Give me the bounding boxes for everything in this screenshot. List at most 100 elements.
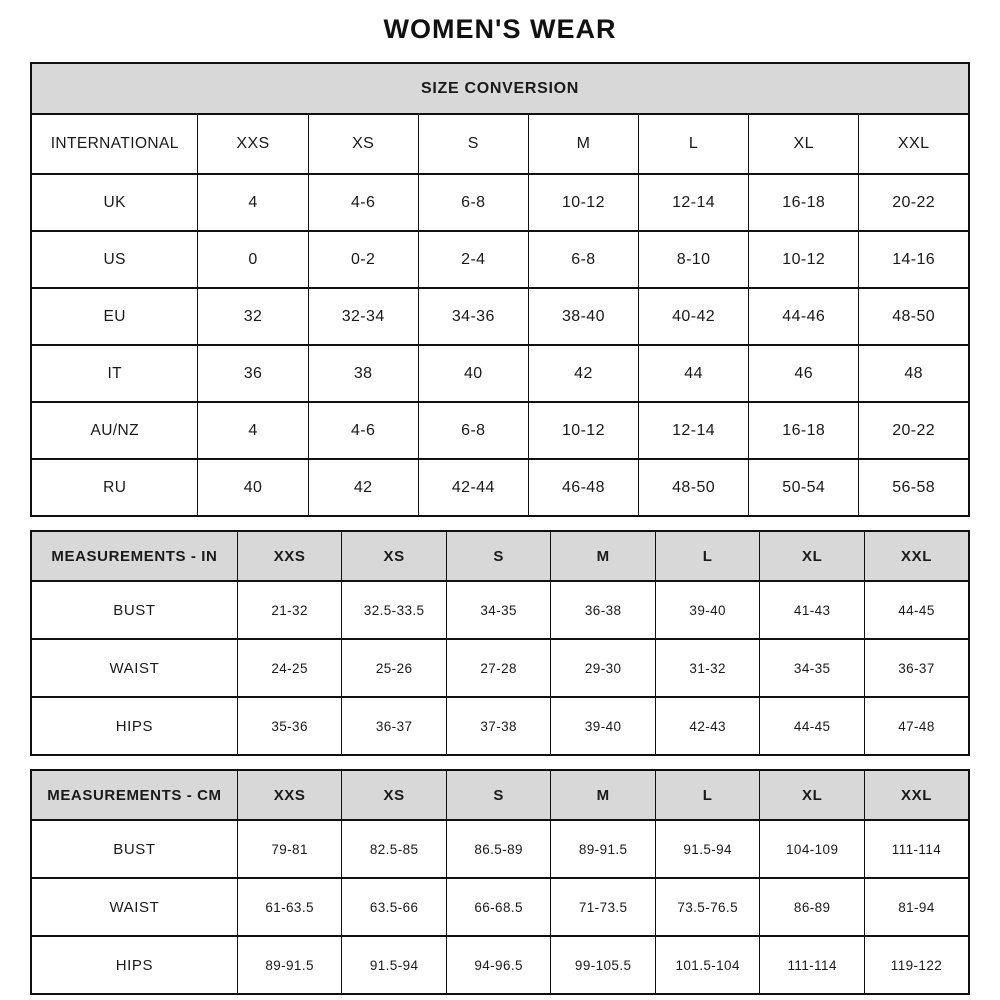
row-label: HIPS: [30, 696, 238, 756]
size-cell: 40: [417, 344, 529, 403]
measure-cell: 42-43: [654, 696, 761, 756]
measure-cell: 71-73.5: [550, 877, 656, 937]
col-header-l: L: [654, 769, 761, 821]
row-label: WAIST: [30, 638, 238, 698]
size-cell: 20-22: [858, 401, 970, 460]
row-label: EU: [30, 287, 199, 346]
size-cell: 0-2: [307, 230, 419, 289]
measure-cell: 81-94: [863, 877, 970, 937]
size-cell: 10-12: [527, 401, 640, 460]
measurements-cm-header: MEASUREMENTS - CM: [30, 769, 238, 821]
measure-cell: 82.5-85: [341, 819, 447, 879]
table-row-waist-cm: WAIST 61-63.5 63.5-66 66-68.5 71-73.5 73…: [30, 877, 970, 937]
col-header-l: L: [638, 113, 750, 175]
size-cell: 32: [197, 287, 309, 346]
size-cell: 42: [527, 344, 640, 403]
page-title: WOMEN'S WEAR: [383, 14, 617, 44]
col-header-s: S: [417, 113, 529, 175]
size-cell: 48-50: [638, 458, 750, 517]
size-cell: 44: [638, 344, 750, 403]
measure-cell: 25-26: [341, 638, 447, 698]
size-cell: 50-54: [748, 458, 860, 517]
measure-cell: 111-114: [863, 819, 970, 879]
measure-cell: 63.5-66: [341, 877, 447, 937]
size-cell: 46-48: [527, 458, 640, 517]
col-header-s: S: [445, 769, 552, 821]
size-cell: 20-22: [858, 173, 970, 232]
measure-cell: 39-40: [654, 580, 761, 640]
col-header-xxl: XXL: [863, 530, 970, 582]
measure-cell: 86-89: [759, 877, 865, 937]
measurements-cm-header-row: MEASUREMENTS - CM XXS XS S M L XL XXL: [30, 769, 970, 821]
size-cell: 48-50: [858, 287, 970, 346]
table-row-hips-cm: HIPS 89-91.5 91.5-94 94-96.5 99-105.5 10…: [30, 935, 970, 995]
col-header-m: M: [550, 769, 656, 821]
row-label: AU/NZ: [30, 401, 199, 460]
measure-cell: 101.5-104: [654, 935, 761, 995]
size-cell: 16-18: [748, 173, 860, 232]
col-header-xs: XS: [341, 769, 447, 821]
row-label: US: [30, 230, 199, 289]
measure-cell: 31-32: [654, 638, 761, 698]
measure-cell: 37-38: [445, 696, 552, 756]
size-cell: 0: [197, 230, 309, 289]
measure-cell: 44-45: [759, 696, 865, 756]
measure-cell: 21-32: [236, 580, 343, 640]
column-header-row: INTERNATIONAL XXS XS S M L XL XXL: [30, 113, 970, 175]
size-cell: 8-10: [638, 230, 750, 289]
col-header-xl: XL: [759, 530, 865, 582]
col-header-xxl: XXL: [858, 113, 970, 175]
size-cell: 10-12: [527, 173, 640, 232]
measure-cell: 91.5-94: [654, 819, 761, 879]
measure-cell: 36-37: [341, 696, 447, 756]
size-cell: 4-6: [307, 173, 419, 232]
col-header-m: M: [527, 113, 640, 175]
table-row-bust-cm: BUST 79-81 82.5-85 86.5-89 89-91.5 91.5-…: [30, 819, 970, 879]
row-label: RU: [30, 458, 199, 517]
table-row-us: US 0 0-2 2-4 6-8 8-10 10-12 14-16: [30, 230, 970, 289]
row-label: BUST: [30, 580, 238, 640]
col-header-m: M: [550, 530, 656, 582]
measure-cell: 89-91.5: [550, 819, 656, 879]
measure-cell: 34-35: [759, 638, 865, 698]
size-cell: 48: [858, 344, 970, 403]
col-header-xs: XS: [307, 113, 419, 175]
measure-cell: 36-38: [550, 580, 656, 640]
table-row-aunz: AU/NZ 4 4-6 6-8 10-12 12-14 16-18 20-22: [30, 401, 970, 460]
size-cell: 56-58: [858, 458, 970, 517]
size-cell: 6-8: [417, 401, 529, 460]
size-cell: 6-8: [417, 173, 529, 232]
table-row-waist-in: WAIST 24-25 25-26 27-28 29-30 31-32 34-3…: [30, 638, 970, 698]
col-header-xxl: XXL: [863, 769, 970, 821]
size-cell: 4-6: [307, 401, 419, 460]
size-cell: 34-36: [417, 287, 529, 346]
measure-cell: 34-35: [445, 580, 552, 640]
table-row-bust-in: BUST 21-32 32.5-33.5 34-35 36-38 39-40 4…: [30, 580, 970, 640]
measure-cell: 86.5-89: [445, 819, 552, 879]
col-header-international: INTERNATIONAL: [30, 113, 199, 175]
size-cell: 16-18: [748, 401, 860, 460]
row-label: IT: [30, 344, 199, 403]
measure-cell: 111-114: [759, 935, 865, 995]
size-cell: 32-34: [307, 287, 419, 346]
size-cell: 6-8: [527, 230, 640, 289]
size-cell: 2-4: [417, 230, 529, 289]
col-header-xxs: XXS: [236, 530, 343, 582]
col-header-xxs: XXS: [236, 769, 343, 821]
table-row-ru: RU 40 42 42-44 46-48 48-50 50-54 56-58: [30, 458, 970, 517]
measure-cell: 94-96.5: [445, 935, 552, 995]
measure-cell: 36-37: [863, 638, 970, 698]
measure-cell: 29-30: [550, 638, 656, 698]
size-cell: 12-14: [638, 173, 750, 232]
row-label: HIPS: [30, 935, 238, 995]
measure-cell: 41-43: [759, 580, 865, 640]
size-cell: 38: [307, 344, 419, 403]
size-cell: 42-44: [417, 458, 529, 517]
size-cell: 10-12: [748, 230, 860, 289]
measure-cell: 89-91.5: [236, 935, 343, 995]
measure-cell: 27-28: [445, 638, 552, 698]
table-row-uk: UK 4 4-6 6-8 10-12 12-14 16-18 20-22: [30, 173, 970, 232]
row-label: UK: [30, 173, 199, 232]
measure-cell: 61-63.5: [236, 877, 343, 937]
